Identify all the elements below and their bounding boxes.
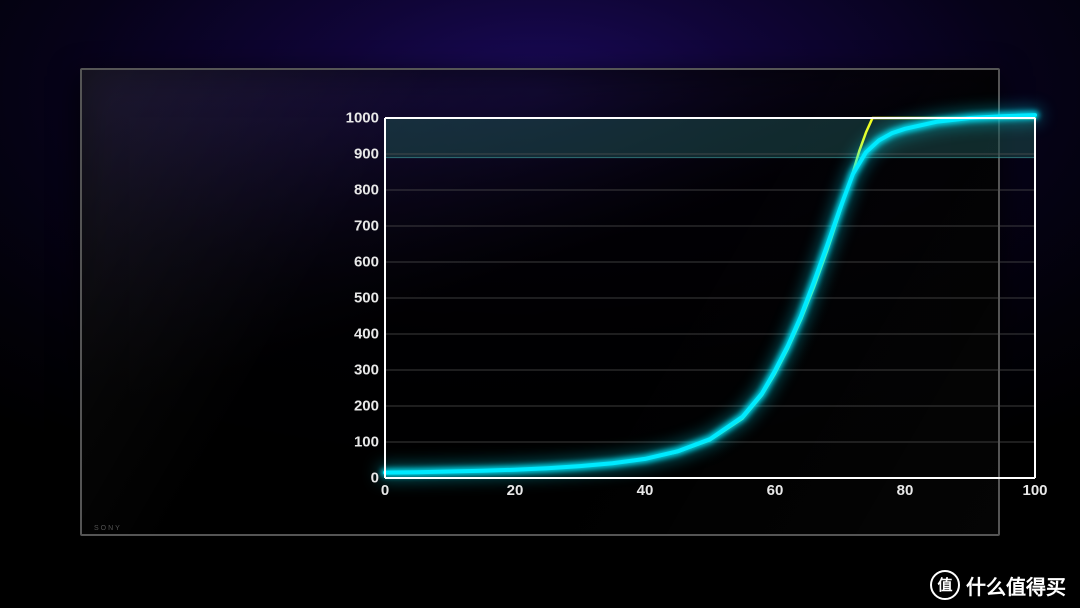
x-tick-label: 20 <box>507 482 524 499</box>
y-tick-label: 700 <box>354 218 379 235</box>
y-tick-label: 900 <box>354 146 379 163</box>
stage: SONY 01002003004005006007008009001000 02… <box>0 0 1080 608</box>
y-tick-label: 600 <box>354 254 379 271</box>
y-tick-label: 800 <box>354 182 379 199</box>
chart-svg <box>385 118 1035 478</box>
y-tick-label: 200 <box>354 398 379 415</box>
x-tick-label: 40 <box>637 482 654 499</box>
y-tick-label: 0 <box>371 470 379 487</box>
tone-curve-chart: 01002003004005006007008009001000 0204060… <box>385 118 1035 478</box>
y-tick-label: 400 <box>354 326 379 343</box>
y-tick-label: 500 <box>354 290 379 307</box>
watermark: 值 什么值得买 <box>930 570 1066 600</box>
x-tick-label: 100 <box>1022 482 1047 499</box>
watermark-badge-icon: 值 <box>930 570 960 600</box>
x-tick-label: 0 <box>381 482 389 499</box>
x-tick-label: 60 <box>767 482 784 499</box>
y-tick-label: 100 <box>354 434 379 451</box>
watermark-text: 什么值得买 <box>966 571 1066 600</box>
x-tick-label: 80 <box>897 482 914 499</box>
y-tick-label: 300 <box>354 362 379 379</box>
y-tick-label: 1000 <box>346 110 379 127</box>
monitor-brand: SONY <box>94 525 122 532</box>
